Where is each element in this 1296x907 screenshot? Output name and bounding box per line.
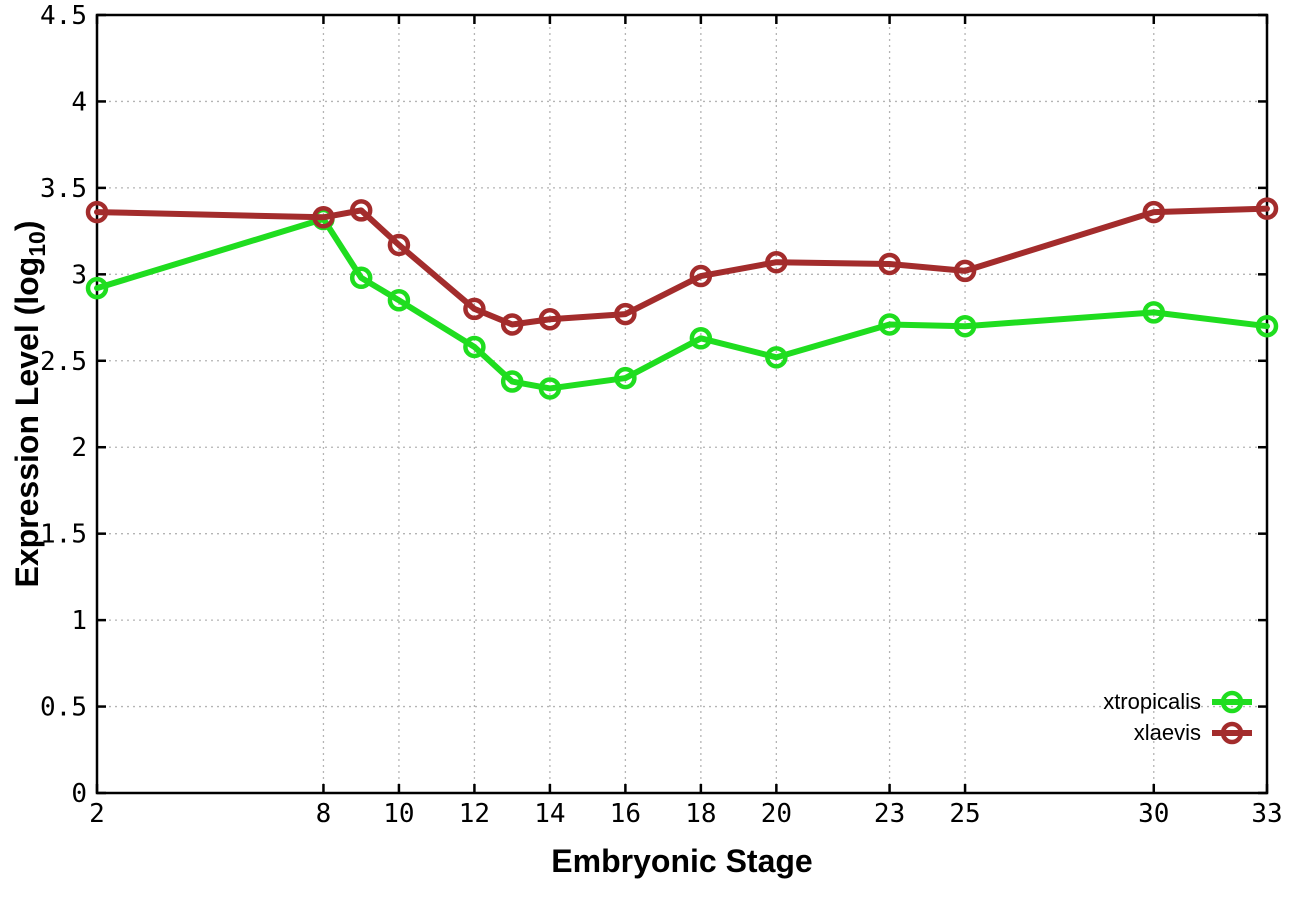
y-axis-title-subscript: 10 bbox=[24, 231, 51, 257]
y-axis-title: Expression Level (log10) bbox=[9, 220, 51, 587]
x-tick-label: 23 bbox=[874, 799, 905, 829]
x-tick-label: 18 bbox=[685, 799, 716, 829]
y-tick-label: 2.5 bbox=[40, 347, 87, 377]
legend-row-xtropicalis: xtropicalis bbox=[1103, 686, 1254, 717]
y-tick-label: 3.5 bbox=[40, 174, 87, 204]
x-tick-label: 16 bbox=[610, 799, 641, 829]
x-tick-label: 30 bbox=[1138, 799, 1169, 829]
data-point-xtropicalis-stage-23 bbox=[878, 313, 901, 336]
series-line-xlaevis bbox=[94, 205, 1270, 328]
data-point-xlaevis-stage-14 bbox=[538, 308, 562, 331]
y-tick-label: 0 bbox=[71, 779, 87, 809]
x-tick-label: 20 bbox=[761, 799, 792, 829]
data-point-xlaevis-stage-16 bbox=[614, 302, 637, 326]
data-point-xlaevis-stage-10 bbox=[387, 233, 411, 257]
data-point-xlaevis-stage-18 bbox=[689, 264, 713, 288]
y-axis-title-text: Expression Level (log bbox=[8, 256, 45, 588]
legend: xtropicalis xlaevis bbox=[1103, 686, 1254, 748]
data-point-xtropicalis-stage-13 bbox=[500, 370, 524, 393]
data-point-xtropicalis-stage-18 bbox=[689, 327, 713, 350]
data-point-xtropicalis-stage-14 bbox=[538, 377, 562, 400]
data-point-xlaevis-stage-23 bbox=[878, 252, 901, 276]
data-point-xlaevis-stage-13 bbox=[500, 313, 524, 336]
legend-marker-xlaevis-icon bbox=[1212, 721, 1252, 744]
data-point-xtropicalis-stage-30 bbox=[1142, 301, 1166, 324]
y-tick-label: 0.5 bbox=[40, 693, 87, 723]
x-tick-label: 2 bbox=[89, 799, 105, 829]
y-tick-label: 1.5 bbox=[40, 520, 87, 550]
data-point-xlaevis-stage-25 bbox=[953, 259, 977, 283]
data-point-xlaevis-stage-8 bbox=[312, 206, 335, 229]
y-tick-label: 1 bbox=[71, 606, 87, 636]
data-point-xtropicalis-stage-12 bbox=[463, 335, 486, 359]
plot-border bbox=[95, 13, 1269, 795]
data-point-xtropicalis-stage-9 bbox=[349, 266, 373, 290]
x-tick-label: 10 bbox=[383, 799, 414, 829]
data-point-xtropicalis-stage-2 bbox=[85, 276, 109, 300]
legend-marker-xtropicalis-icon bbox=[1212, 690, 1252, 713]
data-point-xtropicalis-stage-10 bbox=[387, 289, 411, 312]
data-point-xlaevis-stage-33 bbox=[1255, 197, 1279, 220]
series-line-xtropicalis bbox=[94, 216, 1270, 392]
x-tick-label: 14 bbox=[534, 799, 565, 829]
legend-row-xlaevis: xlaevis bbox=[1103, 717, 1254, 748]
x-tick-label: 8 bbox=[316, 799, 332, 829]
x-tick-label: 12 bbox=[459, 799, 490, 829]
legend-label-xlaevis: xlaevis bbox=[1133, 719, 1201, 745]
y-tick-label: 4 bbox=[71, 87, 87, 117]
data-point-xlaevis-stage-12 bbox=[463, 297, 486, 321]
data-point-xlaevis-stage-9 bbox=[349, 199, 373, 222]
y-tick-label: 4.5 bbox=[40, 1, 87, 31]
data-point-xtropicalis-stage-25 bbox=[953, 314, 977, 338]
data-point-xlaevis-stage-30 bbox=[1142, 200, 1166, 224]
data-point-xtropicalis-stage-20 bbox=[765, 346, 788, 369]
data-point-xlaevis-stage-20 bbox=[765, 250, 788, 274]
x-tick-label: 25 bbox=[949, 799, 980, 829]
y-tick-label: 3 bbox=[71, 260, 87, 290]
y-axis-title-close: ) bbox=[8, 220, 45, 232]
x-tick-label: 33 bbox=[1251, 799, 1282, 829]
data-point-xlaevis-stage-2 bbox=[85, 200, 109, 224]
data-point-xtropicalis-stage-16 bbox=[614, 366, 637, 390]
x-axis-title: Embryonic Stage bbox=[551, 843, 813, 879]
data-point-xtropicalis-stage-33 bbox=[1255, 314, 1279, 338]
y-tick-label: 2 bbox=[71, 433, 87, 463]
legend-label-xtropicalis: xtropicalis bbox=[1103, 688, 1201, 714]
